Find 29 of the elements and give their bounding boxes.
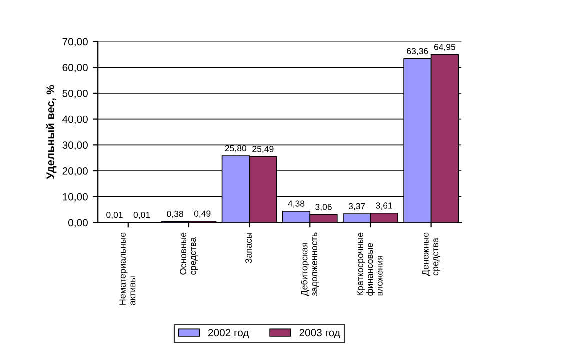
y-axis-title: Удельный вес, % bbox=[46, 85, 57, 180]
data-label: 64,95 bbox=[434, 44, 456, 52]
data-label: 0,01 bbox=[106, 212, 123, 220]
legend-label: 2003 год bbox=[300, 329, 340, 339]
data-label: 0,49 bbox=[194, 210, 211, 218]
data-label: 0,38 bbox=[167, 211, 184, 218]
y-tick-label: 40,00 bbox=[62, 116, 88, 124]
x-tick-label: Основные средства bbox=[180, 232, 198, 275]
data-label: 25,80 bbox=[225, 145, 247, 153]
data-label: 3,06 bbox=[316, 204, 332, 212]
data-label: 63,36 bbox=[407, 48, 428, 56]
y-tick-label: 20,00 bbox=[62, 168, 88, 176]
data-label: 0,01 bbox=[134, 212, 150, 220]
x-tick-label: Нематериальные активы bbox=[120, 232, 136, 306]
x-tick-label: Денежные средства bbox=[422, 232, 440, 276]
y-tick-label: 10,00 bbox=[63, 193, 88, 202]
y-tick-label: 50,00 bbox=[62, 90, 88, 99]
data-label: 25,49 bbox=[252, 146, 274, 154]
data-label: 4,38 bbox=[288, 200, 305, 208]
y-tick-label: 60,00 bbox=[62, 64, 88, 73]
x-tick-label: Дебиторская задолженность bbox=[301, 232, 320, 296]
y-tick-label: 0,00 bbox=[68, 219, 88, 228]
x-tick-label: Краткосрочные финансовые вложения bbox=[357, 232, 383, 296]
x-tick-label: Запасы bbox=[246, 233, 252, 264]
y-tick-label: 30,00 bbox=[62, 142, 88, 150]
legend-label: 2002 год bbox=[208, 329, 250, 339]
y-tick-label: 70,00 bbox=[62, 38, 88, 47]
data-label: 3,61 bbox=[376, 202, 392, 210]
data-label: 3,37 bbox=[348, 203, 366, 211]
